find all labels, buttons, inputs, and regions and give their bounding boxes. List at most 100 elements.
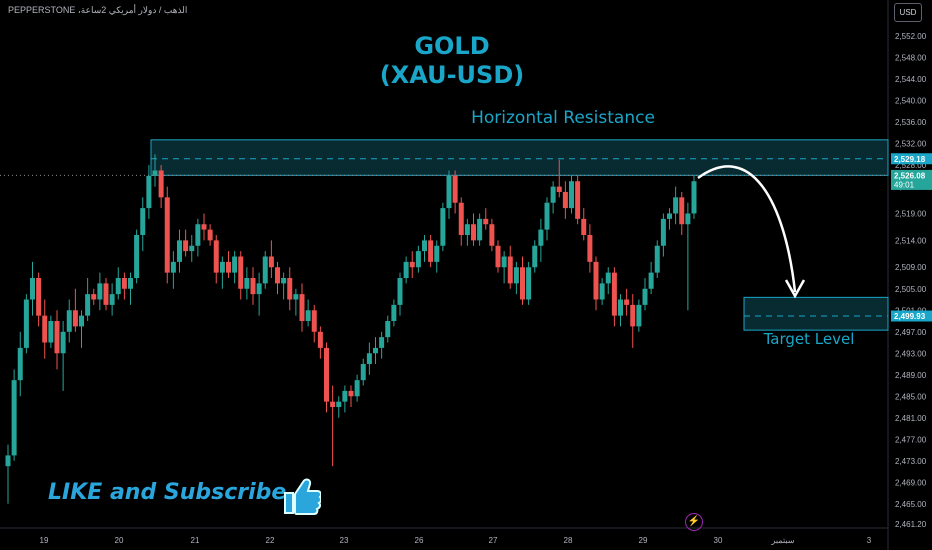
y-tick-label: 2,540.00 bbox=[895, 97, 927, 106]
currency-button[interactable]: USD bbox=[894, 3, 922, 22]
y-tick-label: 2,519.00 bbox=[895, 209, 927, 218]
candle-body bbox=[422, 240, 427, 252]
candle-body bbox=[238, 256, 244, 289]
candle-body bbox=[189, 245, 195, 252]
lightning-icon[interactable]: ⚡ bbox=[685, 513, 703, 531]
candle-body bbox=[397, 278, 403, 305]
candle-body bbox=[464, 224, 470, 235]
candle-body bbox=[575, 181, 581, 219]
candle-body bbox=[471, 224, 476, 241]
candle-body bbox=[342, 390, 348, 402]
candle-body bbox=[226, 261, 231, 273]
candle-body bbox=[495, 245, 501, 268]
candle-body bbox=[213, 240, 219, 273]
candle-body bbox=[219, 261, 225, 273]
candle-body bbox=[170, 261, 176, 273]
x-tick-label: 29 bbox=[639, 536, 648, 545]
y-tick-label: 2,481.00 bbox=[895, 414, 927, 423]
candle-body bbox=[373, 347, 378, 354]
subscribe-text: LIKE and Subscribe bbox=[48, 480, 287, 505]
x-tick-label: 27 bbox=[489, 536, 498, 545]
price-badge bbox=[891, 169, 932, 190]
candle-body bbox=[611, 272, 617, 316]
candle-body bbox=[446, 175, 452, 209]
candle-body bbox=[109, 294, 115, 305]
x-tick-label: 22 bbox=[266, 536, 275, 545]
candle-body bbox=[250, 278, 256, 295]
candle-body bbox=[17, 347, 23, 381]
y-tick-label: 2,497.00 bbox=[895, 328, 927, 337]
title-line-2: (XAU-USD) bbox=[379, 61, 525, 89]
candle-body bbox=[685, 213, 691, 225]
x-tick-label: 28 bbox=[564, 536, 573, 545]
candle-body bbox=[452, 175, 458, 203]
candle-body bbox=[268, 256, 274, 268]
candle-body bbox=[177, 240, 182, 262]
y-tick-label: 2,552.00 bbox=[895, 32, 927, 41]
y-tick-label: 2,505.00 bbox=[895, 285, 927, 294]
y-tick-label: 2,473.00 bbox=[895, 457, 927, 466]
candle-body bbox=[336, 401, 342, 408]
x-tick-label: 21 bbox=[191, 536, 200, 545]
candle-body bbox=[532, 245, 538, 268]
candle-body bbox=[360, 364, 366, 381]
candle-body bbox=[428, 240, 434, 262]
candle-body bbox=[679, 197, 685, 225]
candle-body bbox=[569, 181, 574, 209]
candle-body bbox=[85, 294, 91, 316]
candle-body bbox=[66, 310, 72, 332]
y-tick-label: 2,485.00 bbox=[895, 392, 927, 401]
candle-body bbox=[207, 229, 213, 241]
candle-body bbox=[403, 261, 409, 278]
candle-body bbox=[244, 278, 250, 289]
candle-body bbox=[385, 321, 391, 338]
candle-body bbox=[434, 245, 440, 262]
candle-body bbox=[599, 283, 605, 300]
candle-body bbox=[648, 272, 654, 289]
title-line-1: GOLD bbox=[414, 32, 490, 60]
y-tick-label: 2,493.00 bbox=[895, 349, 927, 358]
candle-body bbox=[587, 234, 593, 262]
candle-body bbox=[593, 261, 599, 300]
candle-body bbox=[79, 315, 84, 327]
y-tick-label: 2,532.00 bbox=[895, 140, 927, 149]
candle-body bbox=[562, 191, 568, 209]
candle-body bbox=[520, 267, 525, 300]
y-tick-label: 2,461.20 bbox=[895, 520, 927, 529]
candle-body bbox=[121, 278, 127, 289]
candle-body bbox=[30, 278, 35, 300]
candle-body bbox=[379, 337, 385, 348]
candle-body bbox=[262, 256, 268, 284]
candle-body bbox=[158, 170, 164, 198]
candle-body bbox=[97, 283, 103, 300]
price-badge bbox=[891, 310, 932, 322]
candle-body bbox=[232, 256, 238, 273]
candle-body bbox=[164, 197, 170, 273]
y-tick-label: 2,544.00 bbox=[895, 75, 927, 84]
candle-body bbox=[489, 224, 495, 246]
price-badge bbox=[891, 153, 932, 165]
candle-body bbox=[550, 186, 556, 203]
y-tick-label: 2,536.00 bbox=[895, 118, 927, 127]
candle-body bbox=[256, 283, 262, 295]
x-tick-label: 23 bbox=[340, 536, 349, 545]
candle-body bbox=[477, 218, 483, 241]
candle-body bbox=[293, 294, 299, 300]
target-zone bbox=[743, 296, 889, 331]
candle-body bbox=[54, 321, 60, 354]
candle-body bbox=[673, 197, 679, 214]
y-tick-label: 2,528.00 bbox=[895, 161, 927, 170]
candle-body bbox=[654, 245, 660, 273]
candle-body bbox=[348, 390, 354, 397]
candle-body bbox=[140, 208, 146, 235]
candle-body bbox=[183, 240, 189, 252]
projection-arrow bbox=[697, 165, 797, 293]
candle-body bbox=[409, 261, 415, 268]
candle-body bbox=[128, 278, 133, 289]
candle-body bbox=[391, 304, 397, 322]
candle-body bbox=[605, 272, 611, 284]
candle-body bbox=[134, 234, 140, 278]
candle-body bbox=[11, 380, 17, 456]
resistance-zone bbox=[150, 139, 889, 176]
x-tick-label: سبتمبر bbox=[771, 536, 795, 545]
